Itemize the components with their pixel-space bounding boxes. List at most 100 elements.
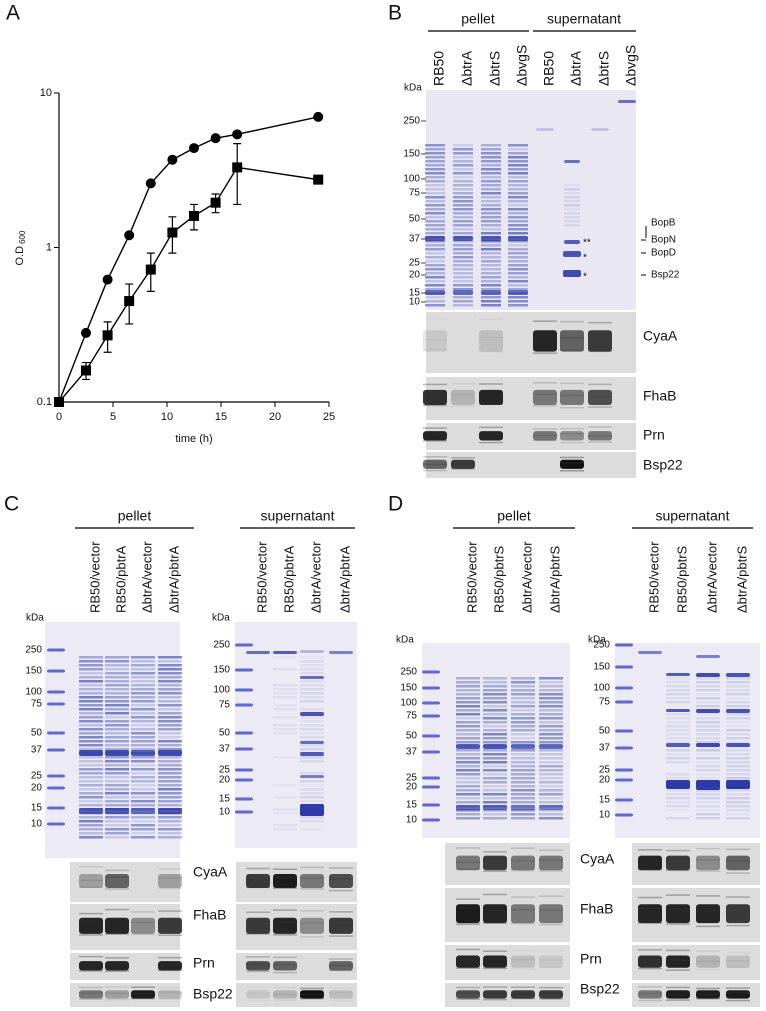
gel-band — [726, 801, 750, 804]
gel-band — [483, 737, 507, 740]
blot-band — [638, 855, 662, 871]
gel-band — [105, 684, 129, 687]
blot-band — [273, 921, 297, 924]
gel-band — [79, 712, 103, 715]
blot-band — [666, 923, 690, 925]
gel-band — [158, 736, 182, 739]
gel-band — [300, 668, 324, 671]
lane-label: RB50/vector — [646, 541, 661, 613]
gel-band — [508, 268, 528, 271]
blot-band — [423, 440, 447, 442]
band-annotation: BopD — [651, 248, 676, 259]
gel-band — [47, 822, 65, 826]
lane-label: RB50/vector — [464, 541, 479, 613]
gel-band — [158, 740, 182, 743]
blot-band — [456, 923, 480, 925]
blot-band — [539, 966, 563, 969]
gel-band — [453, 192, 473, 195]
gel-band — [508, 156, 528, 159]
blot-band — [105, 963, 129, 965]
gel-band — [105, 796, 129, 799]
blot-band — [560, 431, 584, 441]
gel-band — [453, 248, 473, 251]
gel-band — [453, 280, 473, 283]
marker-label: 50 — [31, 728, 43, 739]
gel-band — [481, 204, 501, 207]
gel-band — [481, 148, 501, 151]
gel-band — [511, 805, 535, 810]
gel-band — [539, 693, 563, 696]
blot-band — [539, 895, 563, 897]
gel-band — [696, 761, 720, 764]
gel-band — [453, 272, 473, 275]
gel-band — [508, 144, 528, 147]
gel-band — [105, 816, 129, 819]
blot-band — [300, 888, 324, 890]
gel-band — [425, 272, 445, 275]
blot-band — [329, 987, 353, 989]
gel-band — [539, 781, 563, 784]
blot-band — [158, 986, 182, 989]
blot-band — [560, 406, 584, 409]
kda-label: kDa — [396, 635, 414, 646]
gel-band — [425, 188, 445, 191]
gel-band — [696, 733, 720, 736]
blot-band — [588, 431, 612, 441]
marker-label: 50 — [219, 728, 231, 739]
gel-band — [425, 296, 445, 299]
gel-band — [105, 732, 129, 735]
blot-band — [666, 858, 690, 860]
lane-label: RB50/pbtrS — [674, 545, 689, 613]
blot-band — [158, 934, 182, 936]
blot-band — [158, 910, 182, 912]
gel-band — [453, 144, 473, 147]
blot-band — [105, 998, 129, 1001]
gel-band — [300, 708, 324, 711]
gel-band — [696, 793, 720, 796]
blot-band — [158, 922, 182, 924]
blot-band — [105, 869, 129, 872]
blot-band — [273, 874, 297, 888]
blot-band — [511, 986, 535, 988]
gel-band — [131, 780, 155, 783]
gel-band — [456, 697, 480, 700]
gel-band — [453, 296, 473, 299]
gel-band — [300, 664, 324, 667]
y-axis-label-sub: 600 — [18, 230, 27, 244]
gel-band — [105, 804, 129, 807]
gel-band — [300, 748, 324, 751]
blot-band — [483, 870, 507, 873]
blot-band — [479, 441, 503, 444]
blot-band — [423, 318, 447, 320]
gel-band — [105, 780, 129, 783]
gel-band — [300, 752, 324, 756]
gel-band — [456, 761, 480, 764]
gel-band — [273, 688, 297, 691]
blot-band — [158, 964, 182, 966]
gel-band — [539, 721, 563, 724]
x-axis-label: time (h) — [175, 433, 212, 445]
gel-band — [79, 744, 103, 747]
blot-band — [539, 855, 563, 871]
gel-band — [105, 756, 129, 759]
gel-band — [425, 252, 445, 255]
gel-band — [300, 772, 324, 775]
blot-band — [423, 348, 447, 351]
gel-band — [235, 797, 253, 801]
gel-band — [481, 272, 501, 275]
gel-band — [425, 300, 445, 303]
blot-band — [533, 405, 557, 407]
gel-band — [79, 832, 103, 835]
group-label: supernatant — [656, 508, 730, 524]
gel-band — [483, 677, 507, 680]
gel-band — [273, 724, 297, 727]
blot-band — [511, 869, 535, 872]
gel-band — [300, 696, 324, 699]
gel-band — [235, 731, 253, 735]
gel-band — [511, 809, 535, 812]
gel-band — [131, 788, 155, 791]
gel-band — [158, 700, 182, 703]
gel-band — [158, 764, 182, 767]
gel-band — [539, 757, 563, 760]
